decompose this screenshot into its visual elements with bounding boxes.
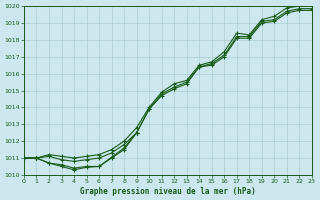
X-axis label: Graphe pression niveau de la mer (hPa): Graphe pression niveau de la mer (hPa) bbox=[80, 187, 256, 196]
